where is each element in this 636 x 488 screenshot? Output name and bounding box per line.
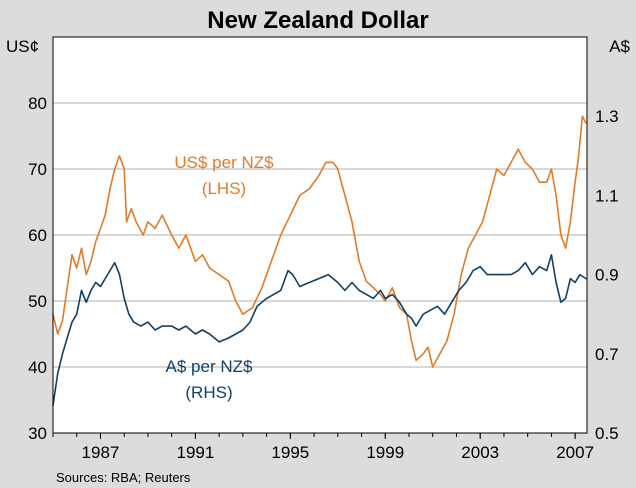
left-axis-unit: US¢: [6, 37, 39, 56]
series-lines: [52, 115, 587, 407]
right-tick-label: 1.1: [595, 186, 619, 205]
x-tick-label: 2003: [461, 443, 499, 462]
x-tick-label: 1987: [82, 443, 120, 462]
right-tick-label: 0.9: [595, 266, 619, 285]
left-tick-label: 40: [28, 358, 47, 377]
axis-ticks: 30 40 50 60 70 80 0.5 0.7 0.9 1.1 1.3 1987 1991 1995 1…: [28, 94, 619, 462]
right-tick-label: 0.7: [595, 345, 619, 364]
right-axis-unit: A$: [609, 37, 630, 56]
plot-frame: [52, 36, 588, 434]
right-tick-label: 0.5: [595, 424, 619, 443]
series-label-aud-name: A$ per NZ$: [166, 357, 253, 376]
x-tick-label: 1995: [271, 443, 309, 462]
series-label-usd: US$ per NZ$ (LHS): [174, 153, 274, 198]
left-tick-label: 50: [28, 292, 47, 311]
grid-lines: [53, 102, 587, 368]
left-tick-label: 70: [28, 160, 47, 179]
right-tick-label: 1.3: [595, 107, 619, 126]
left-tick-label: 30: [28, 424, 47, 443]
x-tick-label: 2007: [556, 443, 594, 462]
chart-title: New Zealand Dollar: [207, 7, 428, 34]
x-tick-label: 1999: [366, 443, 404, 462]
series-label-usd-note: (LHS): [202, 179, 246, 198]
series-label-aud: A$ per NZ$ (RHS): [166, 357, 253, 402]
source-note: Sources: RBA; Reuters: [56, 470, 191, 485]
series-label-aud-note: (RHS): [185, 383, 232, 402]
series-label-usd-name: US$ per NZ$: [174, 153, 274, 172]
x-tick-label: 1991: [176, 443, 214, 462]
left-tick-label: 60: [28, 226, 47, 245]
left-tick-label: 80: [28, 94, 47, 113]
series-line-aud-per-nzd: [52, 254, 587, 407]
series-line-usd-per-nzd: [52, 115, 587, 368]
